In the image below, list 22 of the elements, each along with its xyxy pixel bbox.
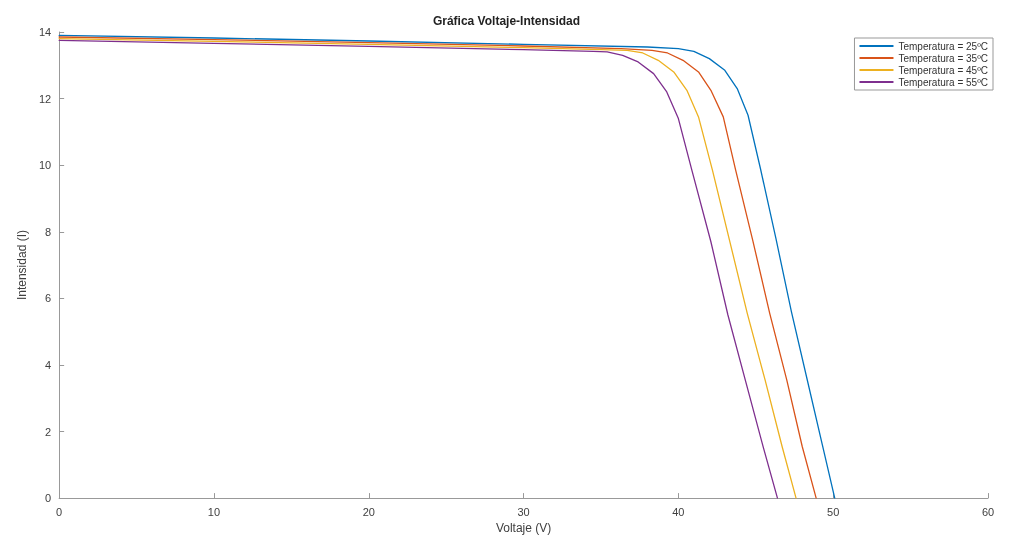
x-tick-label: 40 <box>672 505 685 518</box>
chart-title: Gráfica Voltaje-Intensidad <box>432 14 581 28</box>
y-tick-label: 0 <box>45 492 52 505</box>
y-tick-label: 8 <box>45 225 52 238</box>
y-tick-label: 10 <box>38 159 52 172</box>
y-tick-label: 12 <box>38 92 52 105</box>
x-tick-label: 10 <box>207 505 221 518</box>
y-tick-label: 4 <box>45 358 52 371</box>
x-tick-label: 20 <box>362 505 375 518</box>
y-tick-label: 6 <box>45 292 52 305</box>
x-tick-label: 50 <box>827 505 840 518</box>
legend-label: Temperatura = 45ºC <box>898 64 988 76</box>
legend-label: Temperatura = 55ºC <box>898 76 988 88</box>
x-tick-label: 60 <box>981 505 995 518</box>
legend-label: Temperatura = 25ºC <box>898 40 988 52</box>
y-tick-label: 2 <box>45 425 52 438</box>
x-axis-title: Voltaje (V) <box>495 521 552 535</box>
legend-label: Temperatura = 35ºC <box>898 52 988 64</box>
y-axis-title: Intensidad (I) <box>15 230 29 301</box>
x-tick-label: 30 <box>517 505 530 518</box>
x-tick-label: 0 <box>56 505 63 518</box>
y-tick-label: 14 <box>38 26 52 38</box>
